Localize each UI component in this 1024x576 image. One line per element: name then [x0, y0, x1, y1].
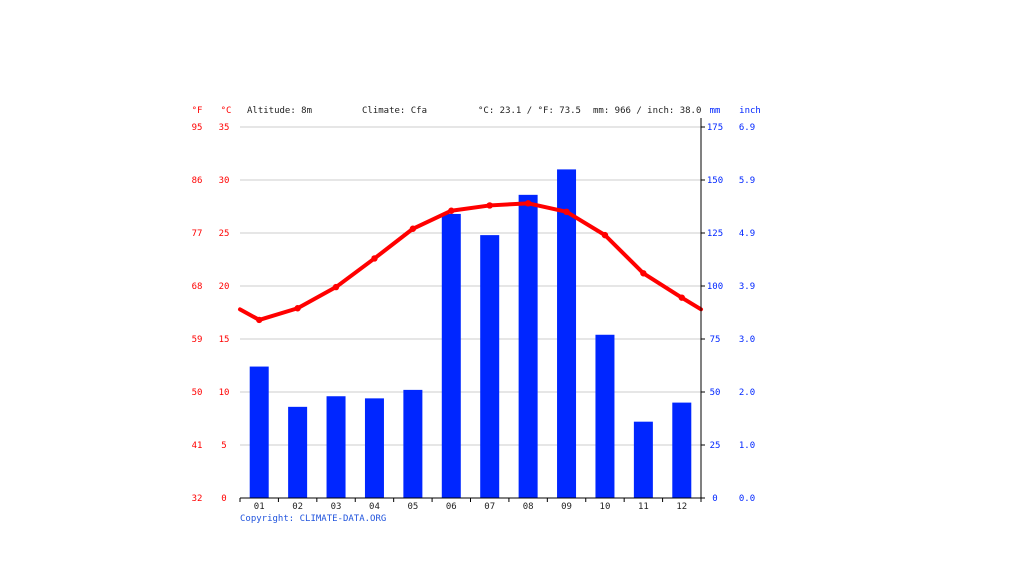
tick-label-mm: 50 — [710, 388, 721, 398]
tick-label-mm: 100 — [707, 282, 723, 292]
tick-label-mm: 150 — [707, 176, 723, 186]
month-label: 12 — [676, 502, 687, 512]
tick-label-c: 0 — [221, 494, 226, 504]
tick-label-f: 77 — [192, 229, 203, 239]
month-label: 03 — [331, 502, 342, 512]
tick-label-c: 25 — [219, 229, 230, 239]
temperature-point — [563, 208, 570, 215]
tick-label-f: 95 — [192, 123, 203, 133]
altitude-label: Altitude: 8m — [247, 106, 312, 116]
tick-label-c: 35 — [219, 123, 230, 133]
tick-label-f: 32 — [192, 494, 203, 504]
tick-label-c: 15 — [219, 335, 230, 345]
temperature-line — [238, 200, 703, 324]
month-label: 06 — [446, 502, 457, 512]
tick-label-inch: 2.0 — [739, 388, 755, 398]
month-label: 07 — [484, 502, 495, 512]
precipitation-bar — [288, 406, 308, 498]
tick-label-mm: 175 — [707, 123, 723, 133]
month-label: 04 — [369, 502, 380, 512]
precipitation-bar — [672, 402, 692, 498]
temperature-point — [640, 270, 647, 277]
temperature-point — [256, 316, 263, 324]
precipitation-bar — [326, 396, 346, 498]
temperature-point — [486, 202, 493, 209]
temperature-point — [601, 231, 609, 239]
tick-label-f: 68 — [192, 282, 203, 292]
tick-labels: 32 0 0 0.041 5 25 1.050 10 50 2.059 15 75 3.068 20 100… — [192, 123, 756, 512]
climate-label: Climate: Cfa — [362, 106, 427, 116]
temperature-point — [678, 294, 685, 301]
tick-label-mm: 75 — [710, 335, 721, 345]
month-label: 11 — [638, 502, 649, 512]
tick-label-inch: 5.9 — [739, 176, 755, 186]
tick-label-inch: 3.9 — [739, 282, 755, 292]
unit-inch-label: inch — [739, 106, 761, 116]
temperature-point — [294, 305, 301, 312]
tick-label-c: 20 — [219, 282, 230, 292]
tick-label-c: 10 — [219, 388, 230, 398]
temperature-point — [332, 283, 340, 291]
temperature-point — [524, 200, 532, 207]
tick-label-inch: 0.0 — [739, 494, 755, 504]
precipitation-bars — [249, 169, 692, 499]
temperature-point — [409, 225, 417, 232]
temperature-point — [448, 207, 455, 214]
temperature-point — [371, 255, 378, 262]
precipitation-bar — [557, 169, 577, 498]
month-label: 10 — [600, 502, 611, 512]
tick-label-inch: 6.9 — [739, 123, 755, 133]
tick-label-c: 30 — [219, 176, 230, 186]
tick-label-f: 41 — [192, 441, 203, 451]
temperature-path — [238, 201, 703, 322]
tick-label-inch: 3.0 — [739, 335, 755, 345]
tick-label-mm: 125 — [707, 229, 723, 239]
copyright-label: Copyright: CLIMATE-DATA.ORG — [240, 514, 386, 524]
tick-label-c: 5 — [221, 441, 226, 451]
unit-mm-label: mm — [710, 106, 721, 116]
month-label: 02 — [292, 502, 303, 512]
tick-label-f: 50 — [192, 388, 203, 398]
tick-label-mm: 0 — [712, 494, 717, 504]
precipitation-bar — [364, 398, 384, 498]
precipitation-total-label: mm: 966 / inch: 38.0 — [593, 106, 701, 116]
precipitation-bar — [518, 194, 538, 498]
month-label: 08 — [523, 502, 534, 512]
month-label: 01 — [254, 502, 265, 512]
month-label: 09 — [561, 502, 572, 512]
tick-label-f: 86 — [192, 176, 203, 186]
chart-axes — [239, 118, 705, 502]
precipitation-bar — [633, 421, 653, 498]
precipitation-bar — [595, 334, 615, 498]
unit-c-label: °C — [221, 106, 232, 116]
unit-f-label: °F — [192, 106, 203, 116]
tick-label-mm: 25 — [710, 441, 721, 451]
precipitation-bar — [441, 213, 461, 499]
tick-label-inch: 1.0 — [739, 441, 755, 451]
tick-label-inch: 4.9 — [739, 229, 755, 239]
precipitation-bar — [403, 389, 423, 498]
month-label: 05 — [407, 502, 418, 512]
average-temperature-label: °C: 23.1 / °F: 73.5 — [478, 106, 581, 116]
precipitation-bar — [480, 235, 500, 498]
tick-label-f: 59 — [192, 335, 203, 345]
precipitation-bar — [249, 366, 269, 498]
grid-lines — [240, 126, 701, 446]
